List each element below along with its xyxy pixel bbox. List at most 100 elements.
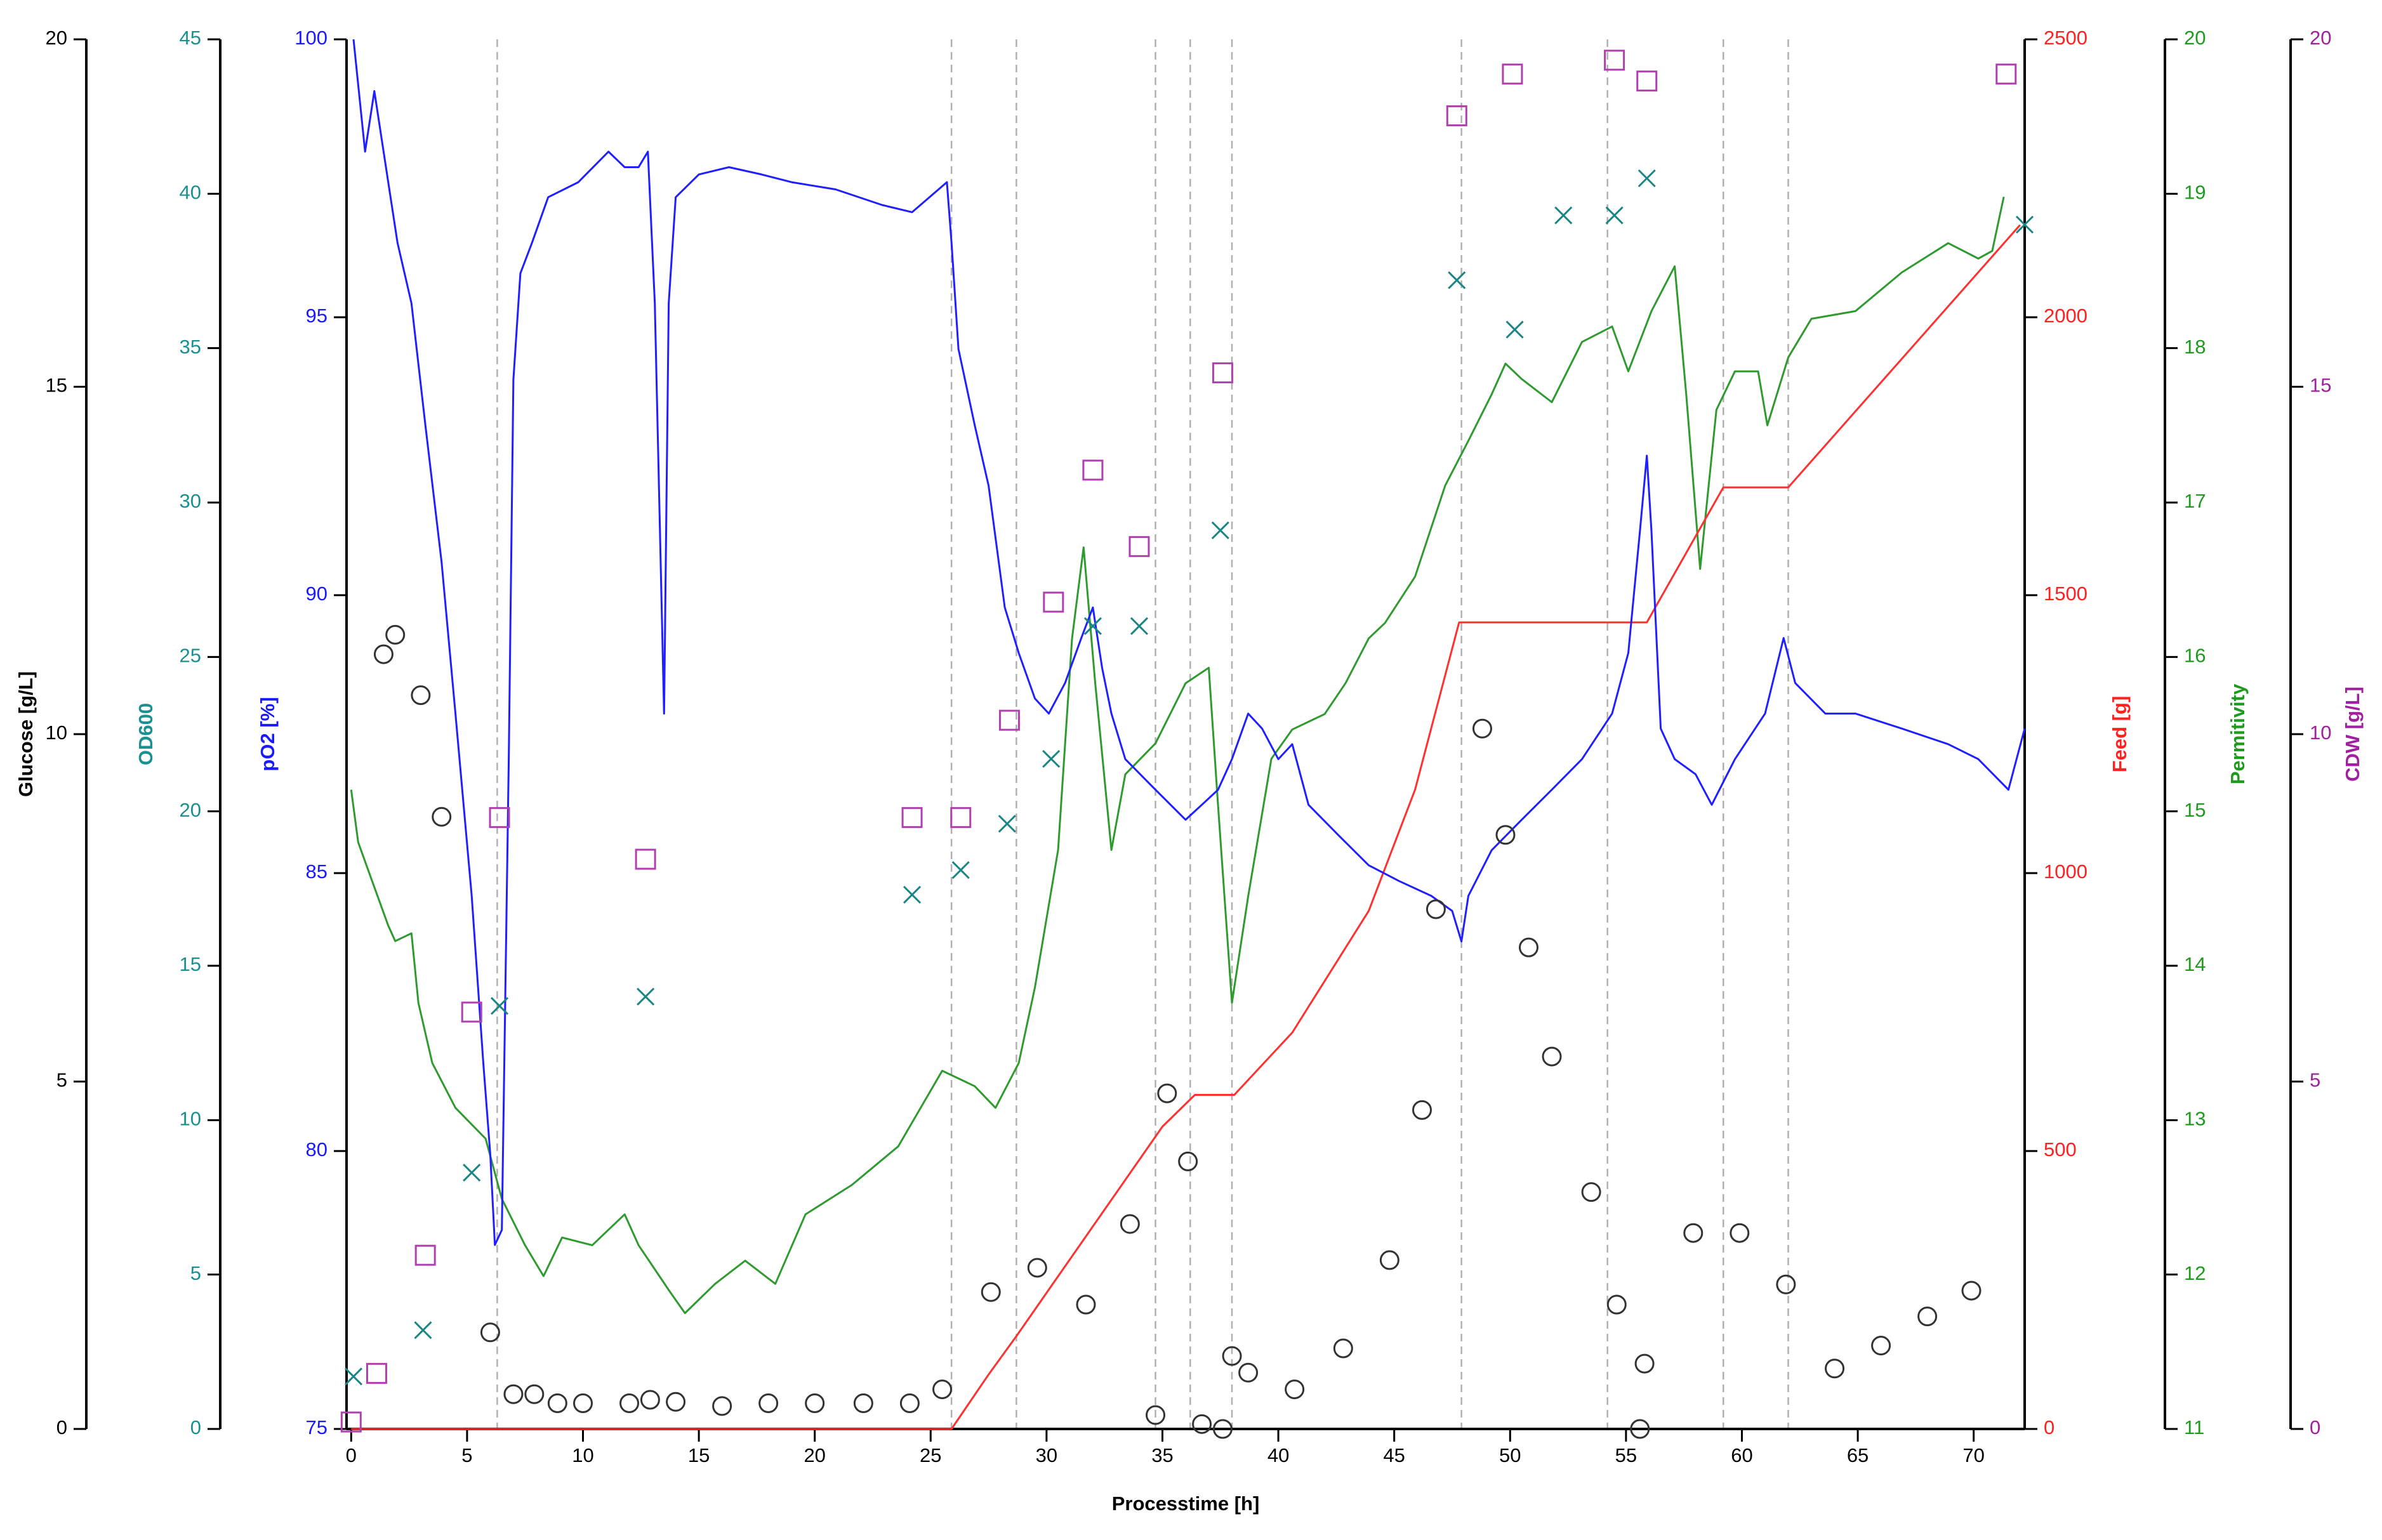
y-tick-label: 15 xyxy=(2184,799,2206,821)
y-tick-label: 45 xyxy=(180,27,201,49)
y-axis-title: Feed [g] xyxy=(2108,696,2131,773)
glucose-point xyxy=(1178,1151,1198,1171)
y-tick-label: 500 xyxy=(2044,1138,2077,1161)
od-point xyxy=(2015,215,2034,234)
glucose-point xyxy=(373,644,394,664)
od-point xyxy=(1130,617,1149,635)
y-axis-title: CDW [g/L] xyxy=(2341,687,2364,782)
y-axis-title: Permitivity xyxy=(2227,683,2249,784)
y-tick-label: 0 xyxy=(2044,1416,2054,1438)
y-tick-label: 14 xyxy=(2184,953,2206,975)
glucose-point xyxy=(1518,937,1538,958)
od-point xyxy=(998,815,1016,833)
x-tick-label: 25 xyxy=(920,1444,941,1466)
x-tick-label: 0 xyxy=(346,1444,357,1466)
y-tick-label: 15 xyxy=(46,374,67,397)
od-point xyxy=(1554,206,1573,225)
glucose-point xyxy=(1076,1294,1096,1315)
cdw-point xyxy=(1082,459,1104,481)
x-axis-title: Processtime [h] xyxy=(1112,1492,1260,1515)
cdw-point xyxy=(1212,362,1233,384)
series-line xyxy=(350,196,2005,1314)
cdw-point xyxy=(901,806,923,828)
glucose-point xyxy=(1630,1419,1650,1439)
glucose-point xyxy=(1776,1274,1796,1294)
y-tick-label: 5 xyxy=(2310,1069,2320,1091)
series-line xyxy=(351,224,2021,1430)
cdw-point xyxy=(1502,63,1523,85)
y-tick-label: 18 xyxy=(2184,336,2206,358)
od-point xyxy=(903,886,922,904)
cdw-point xyxy=(489,806,510,828)
glucose-point xyxy=(1426,899,1446,919)
y-tick-label: 90 xyxy=(306,582,328,605)
y-tick-label: 11 xyxy=(2184,1416,2204,1438)
x-tick-label: 15 xyxy=(688,1444,710,1466)
y-tick-label: 12 xyxy=(2184,1262,2206,1284)
od-point xyxy=(1042,749,1061,768)
y-tick-label: 2000 xyxy=(2044,305,2088,327)
glucose-point xyxy=(1212,1419,1233,1439)
glucose-point xyxy=(385,624,406,645)
y-tick-label: 17 xyxy=(2184,490,2206,512)
glucose-point xyxy=(758,1393,779,1413)
glucose-point xyxy=(1027,1258,1047,1278)
glucose-point xyxy=(1120,1214,1140,1234)
y-tick-label: 0 xyxy=(56,1416,67,1438)
y-tick-label: 30 xyxy=(180,490,201,512)
glucose-point xyxy=(1238,1362,1259,1383)
cdw-point xyxy=(1995,63,2017,85)
x-tick-label: 65 xyxy=(1847,1444,1869,1466)
glucose-point xyxy=(932,1379,953,1400)
od-point xyxy=(1638,169,1656,188)
glucose-point xyxy=(1412,1100,1432,1120)
y-tick-label: 15 xyxy=(2310,374,2331,397)
glucose-point xyxy=(524,1384,545,1404)
cdw-point xyxy=(1604,49,1625,71)
glucose-point xyxy=(1634,1353,1655,1374)
glucose-point xyxy=(1333,1338,1353,1359)
y-tick-label: 2500 xyxy=(2044,27,2088,49)
od-point xyxy=(1505,320,1524,339)
y-tick-label: 16 xyxy=(2184,645,2206,667)
x-tick-label: 40 xyxy=(1267,1444,1289,1466)
y-axis-title: pO2 [%] xyxy=(256,697,279,771)
y-tick-label: 1500 xyxy=(2044,582,2088,605)
cdw-point xyxy=(1636,70,1658,92)
y-tick-label: 25 xyxy=(180,645,201,667)
glucose-point xyxy=(1379,1250,1399,1270)
glucose-point xyxy=(1606,1294,1627,1315)
x-tick-label: 60 xyxy=(1731,1444,1752,1466)
glucose-point xyxy=(899,1393,920,1413)
y-tick-label: 100 xyxy=(294,27,328,49)
y-tick-label: 75 xyxy=(306,1416,328,1438)
y-tick-label: 15 xyxy=(180,953,201,975)
od-point xyxy=(951,861,970,879)
y-tick-label: 5 xyxy=(190,1262,201,1284)
y-tick-label: 1000 xyxy=(2044,860,2088,883)
cdw-point xyxy=(1446,105,1467,126)
cdw-point xyxy=(998,709,1020,731)
glucose-point xyxy=(1472,718,1492,739)
od-point xyxy=(1083,617,1102,635)
glucose-point xyxy=(1825,1359,1845,1379)
y-tick-label: 20 xyxy=(2310,27,2331,49)
x-tick-label: 30 xyxy=(1036,1444,1057,1466)
glucose-point xyxy=(853,1393,873,1413)
y-tick-label: 20 xyxy=(2184,27,2206,49)
y-tick-label: 10 xyxy=(2310,721,2331,744)
x-tick-label: 10 xyxy=(572,1444,593,1466)
x-tick-label: 20 xyxy=(804,1444,825,1466)
glucose-point xyxy=(1961,1280,1982,1301)
y-tick-label: 85 xyxy=(306,860,328,883)
od-point xyxy=(344,1367,363,1386)
y-tick-label: 0 xyxy=(2310,1416,2320,1438)
glucose-point xyxy=(1917,1306,1938,1327)
y-tick-label: 0 xyxy=(190,1416,201,1438)
glucose-point xyxy=(1730,1223,1750,1243)
y-tick-label: 13 xyxy=(2184,1108,2206,1130)
glucose-point xyxy=(411,685,431,706)
cdw-point xyxy=(1128,536,1150,557)
series-line xyxy=(352,39,2026,1246)
